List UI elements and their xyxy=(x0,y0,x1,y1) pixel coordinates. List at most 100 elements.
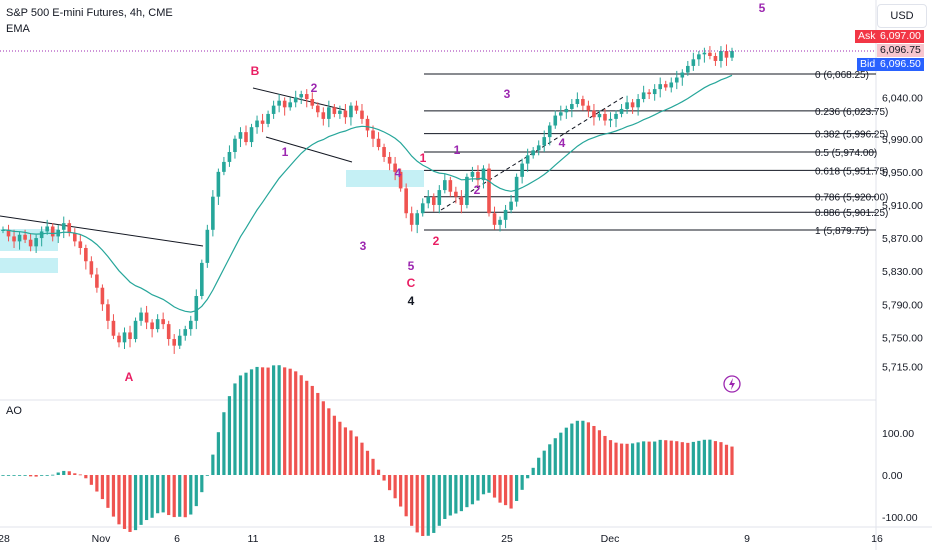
elliott-wave-labels[interactable]: A B C 1 2 3 4 5 1 2 3 4 5 1 2 4 xyxy=(125,1,766,384)
ao-tick-label[interactable]: 100.00 xyxy=(882,428,914,440)
time-tick-label[interactable]: 9 xyxy=(744,533,750,545)
ao-bar xyxy=(520,475,524,490)
ao-bar xyxy=(222,412,226,475)
lightning-icon[interactable] xyxy=(723,375,741,393)
ao-axis[interactable]: 100.00 0.00 -100.00 xyxy=(882,428,918,524)
candle-body xyxy=(6,229,11,237)
ask-value: 6,097.00 xyxy=(877,30,924,43)
candle-body xyxy=(663,84,668,88)
candle-body xyxy=(255,120,259,128)
candle-body xyxy=(34,238,38,247)
wave-label[interactable]: 3 xyxy=(360,239,367,253)
ao-bar xyxy=(34,475,38,477)
time-tick-label[interactable]: 28 xyxy=(0,533,10,545)
price-tick-label[interactable]: 5,870.00 xyxy=(882,233,923,245)
zone-left-lower[interactable] xyxy=(0,258,58,273)
candle-body xyxy=(558,112,563,116)
candle-body xyxy=(525,155,530,164)
price-axis[interactable]: 6,040.00 5,990.00 5,950.00 5,910.00 5,870.00… xyxy=(882,92,923,373)
candle-body xyxy=(321,112,326,119)
wave-label[interactable]: 3 xyxy=(504,87,511,101)
last-price-value: 6,096.75 xyxy=(877,44,924,57)
ao-bar xyxy=(40,475,44,476)
candle-body xyxy=(680,72,685,78)
price-tick-label[interactable]: 5,830.00 xyxy=(882,266,923,278)
candle-body xyxy=(376,138,381,148)
ao-tick-label[interactable]: -100.00 xyxy=(882,512,918,524)
channel-lower[interactable] xyxy=(265,136,353,163)
wave-label[interactable]: 2 xyxy=(311,81,318,95)
time-tick-label[interactable]: 25 xyxy=(501,533,513,545)
ao-bar xyxy=(454,475,458,514)
price-tick-label[interactable]: 5,715.00 xyxy=(882,361,923,373)
wave-label[interactable]: 1 xyxy=(282,145,289,159)
ao-bar xyxy=(51,474,55,476)
wave-label[interactable]: 2 xyxy=(474,183,481,197)
ao-tick-label[interactable]: 0.00 xyxy=(882,470,903,482)
ao-bar xyxy=(686,442,690,475)
ao-bar xyxy=(106,475,110,508)
wave-label[interactable]: 5 xyxy=(759,1,766,15)
fibonacci-retracement[interactable]: 0 (6,068.25) 0.236 (6,023.75) 0.382 (5,996… xyxy=(424,70,888,237)
ao-bar xyxy=(636,442,640,475)
time-tick-label[interactable]: 16 xyxy=(871,533,883,545)
ao-bar xyxy=(376,469,381,475)
ao-bar xyxy=(387,475,392,491)
trendline-left[interactable] xyxy=(0,215,204,247)
candle-body xyxy=(233,138,237,152)
ao-bar xyxy=(288,368,292,475)
price-tick-label[interactable]: 5,750.00 xyxy=(882,332,923,344)
indicator-label-ao[interactable]: AO xyxy=(6,405,22,417)
price-tick-label[interactable]: 6,040.00 xyxy=(882,92,923,104)
candle-body xyxy=(498,219,502,225)
fib-label: 0.5 (5,974.00) xyxy=(815,148,877,159)
wave-label[interactable]: B xyxy=(251,64,260,78)
candle-body xyxy=(520,163,524,177)
candle-body xyxy=(542,137,547,146)
zone-mid[interactable] xyxy=(346,170,424,187)
candle-body xyxy=(354,105,359,111)
time-tick-label[interactable]: 11 xyxy=(248,533,259,545)
ao-bar xyxy=(658,439,662,475)
candle-body xyxy=(177,335,182,346)
ao-bar xyxy=(702,439,706,475)
currency-button[interactable]: USD xyxy=(877,4,927,28)
channel-upper[interactable] xyxy=(252,87,346,111)
ao-bar xyxy=(354,436,359,475)
ao-bar xyxy=(321,401,325,475)
price-tick-label[interactable]: 5,790.00 xyxy=(882,299,923,311)
indicator-label-ema[interactable]: EMA xyxy=(6,23,30,35)
time-tick-label[interactable]: 18 xyxy=(373,533,385,545)
time-tick-label[interactable]: Nov xyxy=(92,533,111,545)
price-tick-label[interactable]: 5,990.00 xyxy=(882,134,923,146)
ao-bar xyxy=(719,442,723,475)
wave-label[interactable]: 2 xyxy=(433,234,440,248)
candle-body xyxy=(487,168,491,214)
time-axis[interactable]: 28 Nov 6 11 18 25 Dec 9 16 xyxy=(0,533,883,545)
candle-body xyxy=(28,239,33,247)
ao-bar xyxy=(233,383,237,475)
time-tick-label[interactable]: 6 xyxy=(174,533,180,545)
price-tick-label[interactable]: 5,910.00 xyxy=(882,200,923,212)
wave-label[interactable]: 1 xyxy=(454,143,461,157)
ao-bar xyxy=(73,473,77,475)
wave-label[interactable]: 5 xyxy=(408,259,415,273)
candle-body xyxy=(304,94,309,100)
candle-body xyxy=(100,287,105,305)
wave-label[interactable]: C xyxy=(407,276,416,290)
wave-label[interactable]: 4 xyxy=(408,294,415,308)
wave-label[interactable]: A xyxy=(125,370,134,384)
wave-label[interactable]: 1 xyxy=(420,151,427,165)
ao-bar xyxy=(492,475,497,498)
time-tick-label[interactable]: Dec xyxy=(601,533,620,545)
wave-label[interactable]: 4 xyxy=(395,166,402,180)
ao-bar xyxy=(84,475,88,479)
candle-body xyxy=(238,132,243,139)
price-tick-label[interactable]: 5,950.00 xyxy=(882,167,923,179)
fib-label: 0.886 (5,901.25) xyxy=(815,208,888,219)
candle-body xyxy=(327,107,331,119)
wave-label[interactable]: 4 xyxy=(559,136,566,150)
candle-body xyxy=(404,188,408,214)
ao-bar xyxy=(167,475,171,516)
